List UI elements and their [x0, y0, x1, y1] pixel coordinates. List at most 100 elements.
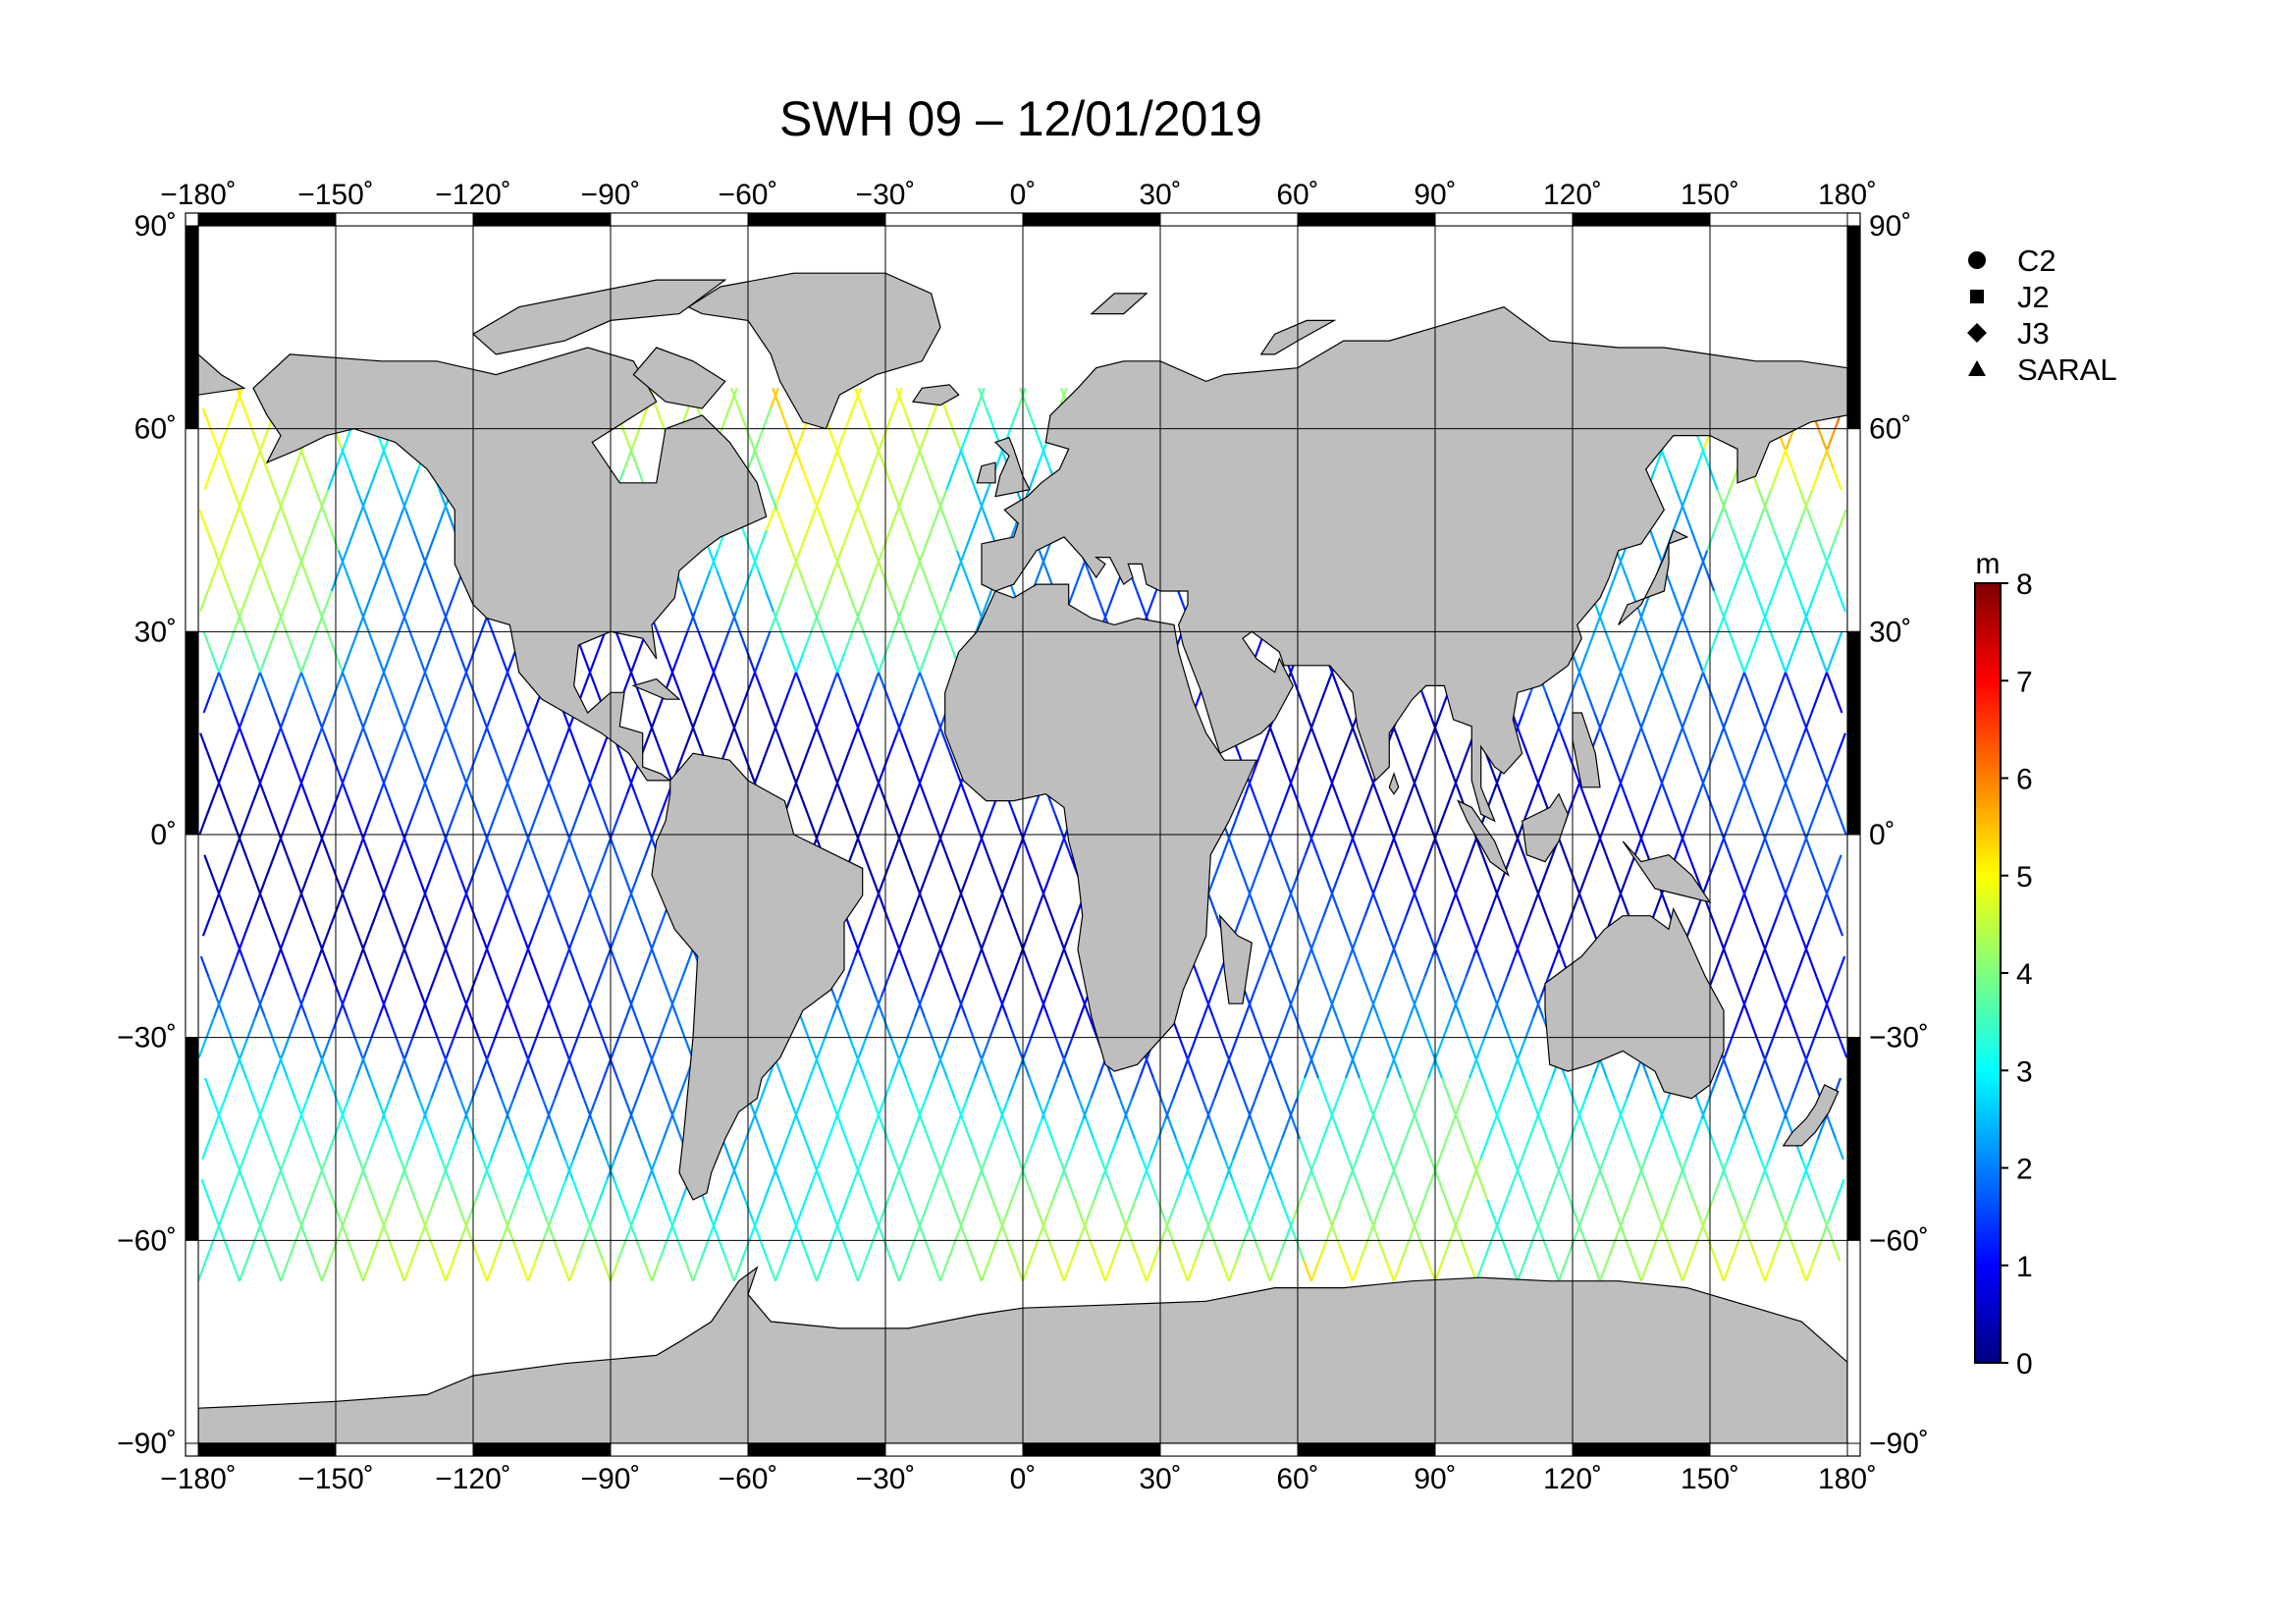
track-segment	[1406, 874, 1416, 896]
track-segment	[1611, 894, 1622, 917]
track-segment	[1299, 1178, 1309, 1201]
track-segment	[1073, 976, 1084, 998]
track-segment	[1731, 1016, 1741, 1039]
track-segment	[497, 1199, 507, 1221]
track-segment	[1810, 630, 1821, 653]
track-segment	[904, 1077, 915, 1100]
track-segment	[791, 773, 802, 795]
track-segment	[794, 651, 805, 674]
track-segment	[943, 407, 954, 430]
track-segment	[1675, 834, 1685, 856]
track-segment	[753, 672, 764, 693]
track-segment	[570, 732, 580, 754]
track-segment	[1321, 1117, 1332, 1140]
track-segment	[769, 611, 779, 632]
track-segment	[1279, 976, 1290, 998]
y-ticks-right: 90˚60˚30˚0˚−30˚−60˚−90˚	[1869, 210, 1929, 1460]
track-segment	[1017, 935, 1027, 957]
track-segment	[672, 1117, 683, 1140]
track-segment	[1743, 894, 1754, 917]
track-segment	[1443, 793, 1453, 815]
track-segment	[661, 976, 671, 998]
track-segment	[1028, 468, 1039, 491]
track-segment	[1686, 691, 1697, 714]
track-segment	[1821, 996, 1831, 1018]
track-segment	[1836, 955, 1846, 978]
track-segment	[1351, 1260, 1362, 1282]
track-segment	[922, 569, 933, 592]
track-segment	[828, 651, 839, 674]
track-segment	[457, 651, 468, 674]
track-segment	[1275, 854, 1286, 876]
track-segment	[1422, 1178, 1433, 1201]
track-segment	[1792, 915, 1803, 937]
track-segment	[1156, 1199, 1166, 1221]
track-segment	[1704, 1199, 1714, 1221]
track-segment	[1790, 854, 1801, 876]
track-segment	[1090, 1077, 1100, 1100]
track-segment	[1360, 1016, 1370, 1039]
track-segment	[304, 1016, 315, 1039]
track-segment	[1562, 1138, 1572, 1161]
track-segment	[394, 590, 403, 613]
track-segment	[485, 1056, 496, 1079]
track-segment	[970, 955, 981, 978]
track-segment	[393, 955, 403, 978]
track-segment	[1582, 793, 1592, 815]
track-segment	[1637, 712, 1648, 734]
track-segment	[1292, 1199, 1302, 1221]
track-segment	[372, 976, 383, 998]
track-segment	[712, 651, 722, 674]
track-segment	[969, 1178, 980, 1201]
track-segment	[363, 813, 374, 836]
track-segment	[869, 428, 880, 450]
track-segment	[1761, 712, 1772, 734]
x-tick-label-top: 60˚	[1276, 179, 1318, 211]
track-segment	[402, 1056, 413, 1079]
track-segment	[544, 773, 555, 795]
track-segment	[1528, 894, 1539, 917]
track-segment	[203, 1077, 214, 1100]
track-segment	[1089, 1239, 1099, 1262]
track-segment	[749, 550, 760, 571]
track-segment	[474, 1178, 485, 1201]
track-segment	[1742, 874, 1753, 896]
track-segment	[953, 1098, 964, 1119]
track-segment	[1209, 976, 1220, 998]
track-segment	[425, 1117, 436, 1140]
track-segment	[1418, 1239, 1429, 1262]
track-segment	[939, 1037, 950, 1058]
track-segment	[250, 894, 261, 917]
track-segment	[1727, 915, 1737, 937]
track-segment	[503, 773, 513, 795]
track-segment	[1268, 1056, 1279, 1079]
track-segment	[859, 732, 869, 754]
track-segment	[1555, 935, 1565, 957]
track-segment	[802, 630, 813, 653]
track-segment	[825, 752, 835, 775]
track-segment	[948, 529, 958, 552]
track-segment	[1446, 894, 1457, 917]
track-segment	[318, 935, 328, 957]
track-segment	[351, 955, 362, 978]
track-segment	[1394, 813, 1405, 836]
track-segment	[1251, 1199, 1260, 1221]
track-segment	[1665, 793, 1675, 815]
track-segment	[737, 1138, 747, 1161]
track-segment	[486, 1037, 497, 1058]
track-segment	[1724, 509, 1735, 531]
track-segment	[426, 976, 437, 998]
track-segment	[315, 712, 326, 734]
track-segment	[1668, 691, 1679, 714]
track-segment	[1651, 1199, 1661, 1221]
track-segment	[1733, 976, 1743, 998]
track-segment	[222, 793, 232, 815]
track-segment	[607, 935, 616, 957]
track-segment	[1324, 1098, 1335, 1119]
track-segment	[540, 874, 551, 896]
track-segment	[757, 569, 768, 592]
track-segment	[210, 651, 221, 674]
track-segment	[1677, 1159, 1687, 1180]
track-segment	[1757, 834, 1768, 856]
track-segment	[849, 1260, 860, 1282]
